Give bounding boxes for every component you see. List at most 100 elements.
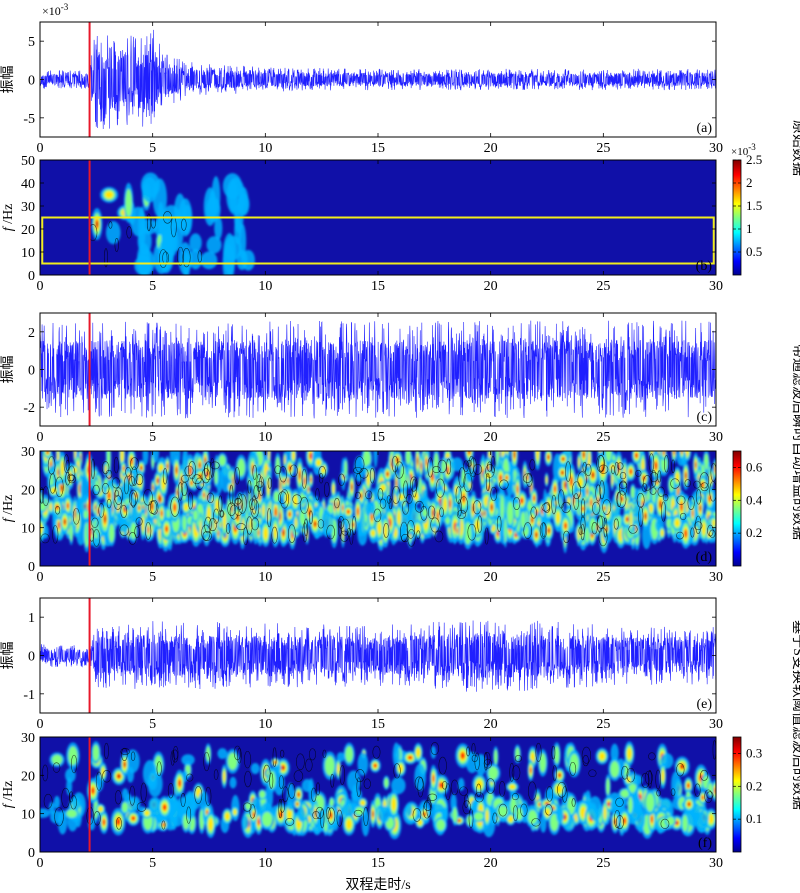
- x-tick-label: 0: [37, 570, 44, 585]
- colorbar-tick-label: 0.1: [746, 811, 762, 826]
- group-label-bandpass: 带通滤波后瞬时自动增益的数据: [790, 344, 800, 540]
- y-tick-label: 40: [21, 177, 35, 192]
- x-tick-label: 10: [258, 856, 272, 871]
- x-tick-label: 15: [371, 570, 385, 585]
- waveform-trace: [40, 620, 716, 692]
- x-tick-label: 0: [37, 717, 44, 732]
- y-tick-label: 20: [21, 223, 35, 238]
- x-tick-label: 20: [484, 279, 498, 294]
- x-tick-label: 10: [258, 430, 272, 445]
- panel-d: 0.2 0.4 0.6 0 5 10 15 20 25 30 0 10 20 30 f /Hz (d): [1, 445, 763, 585]
- x-tick-label: 20: [484, 717, 498, 732]
- colorbar-tick-label: 2: [746, 175, 753, 190]
- x-tick-label: 10: [258, 570, 272, 585]
- colorbar-b: 0.511.522.5×10-3: [731, 142, 762, 276]
- x-tick-label: 10: [258, 717, 272, 732]
- x-tick-label: 10: [258, 141, 272, 156]
- plot-area-d: [40, 451, 716, 566]
- x-tick-label: 25: [596, 279, 610, 294]
- y-tick-label: 30: [21, 731, 35, 746]
- x-tick-label: 25: [596, 430, 610, 445]
- colorbar-tick-label: 0.2: [746, 778, 762, 793]
- x-tick-label: 0: [37, 141, 44, 156]
- group-label-s-transform: 基于S变换软阈值滤波后的数据: [790, 620, 800, 810]
- x-tick-label: 5: [149, 141, 156, 156]
- x-axis-label: 双程走时/s: [345, 877, 410, 893]
- x-tick-label: 30: [709, 141, 723, 156]
- y-axis-label: f /Hz: [1, 495, 16, 523]
- x-tick-label: 30: [709, 856, 723, 871]
- y-tick-label: 1: [28, 611, 35, 626]
- x-tick-label: 20: [484, 570, 498, 585]
- colorbar-tick-label: 0.5: [746, 244, 762, 259]
- x-tick-label: 30: [709, 570, 723, 585]
- y-tick-label: 0: [28, 364, 35, 379]
- y-tick-label: 0: [28, 269, 35, 284]
- y-tick-label: 30: [21, 200, 35, 215]
- colorbar-tick-label: 2.5: [746, 152, 762, 167]
- colorbar-tick-label: 1.5: [746, 198, 762, 213]
- y-tick-label: 0: [28, 650, 35, 665]
- panel-tag: (e): [696, 697, 712, 712]
- y-tick-label: 20: [21, 483, 35, 498]
- waveform-trace: [40, 320, 716, 419]
- colorbar-gradient: [732, 450, 742, 567]
- y-tick-label: -5: [23, 112, 35, 127]
- panel-tag: (d): [696, 550, 713, 565]
- colorbar-f: 0.1 0.2 0.3: [732, 736, 762, 853]
- panel-tag: (a): [696, 121, 712, 136]
- x-tick-label: 15: [371, 279, 385, 294]
- panel-f: 0.1 0.2 0.3 0 5 10 15 20 25 30 0 10 20 30 f /Hz (f): [1, 731, 762, 871]
- panels: 0 5 10 15 20 25 30-505振幅×10-3(a)0.511.522.5×10…: [0, 2, 763, 871]
- x-tick-label: 25: [596, 856, 610, 871]
- x-tick-label: 10: [258, 279, 272, 294]
- x-tick-label: 5: [149, 856, 156, 871]
- y-axis-label: 振幅: [0, 356, 16, 384]
- frequency-band-box: [41, 216, 715, 265]
- plot-area-b: [40, 160, 716, 275]
- panel-tag: (c): [696, 410, 712, 425]
- colorbar-tick-label: 0.2: [746, 525, 762, 540]
- x-tick-label: 0: [37, 430, 44, 445]
- plot-area-f: [40, 737, 716, 852]
- y-tick-label: -2: [23, 401, 35, 416]
- x-tick-label: 25: [596, 717, 610, 732]
- x-tick-label: 15: [371, 141, 385, 156]
- y-tick-label: 10: [21, 522, 35, 537]
- y-axis-label: f /Hz: [1, 781, 16, 809]
- y-axis-label: 振幅: [0, 642, 16, 670]
- y-tick-label: 0: [28, 74, 35, 89]
- x-tick-label: 20: [484, 856, 498, 871]
- y-tick-label: 2: [28, 326, 35, 341]
- y-tick-label: 10: [21, 808, 35, 823]
- x-tick-label: 25: [596, 141, 610, 156]
- y-tick-label: 50: [21, 154, 35, 169]
- x-tick-label: 0: [37, 856, 44, 871]
- y-tick-label: 30: [21, 445, 35, 460]
- x-tick-label: 25: [596, 570, 610, 585]
- plot-area-c: [40, 313, 716, 426]
- x-tick-label: 5: [149, 430, 156, 445]
- y-tick-label: -1: [23, 688, 35, 703]
- panel-tag: (b): [696, 259, 713, 274]
- x-tick-label: 15: [371, 856, 385, 871]
- y-axis-label: 振幅: [0, 66, 16, 94]
- x-tick-label: 20: [484, 430, 498, 445]
- colorbar-gradient: [732, 159, 742, 276]
- plot-area-e: [40, 598, 716, 713]
- y-tick-label: 0: [28, 846, 35, 861]
- x-tick-label: 30: [709, 430, 723, 445]
- x-tick-label: 15: [371, 717, 385, 732]
- x-tick-label: 20: [484, 141, 498, 156]
- group-label-raw: 原始数据: [790, 120, 800, 176]
- contour-lines: [40, 453, 716, 547]
- x-tick-label: 5: [149, 570, 156, 585]
- spectral-energy: [40, 741, 716, 840]
- y-tick-label: 5: [28, 35, 35, 50]
- x-tick-label: 5: [149, 717, 156, 732]
- colorbar-tick-label: 1: [746, 221, 753, 236]
